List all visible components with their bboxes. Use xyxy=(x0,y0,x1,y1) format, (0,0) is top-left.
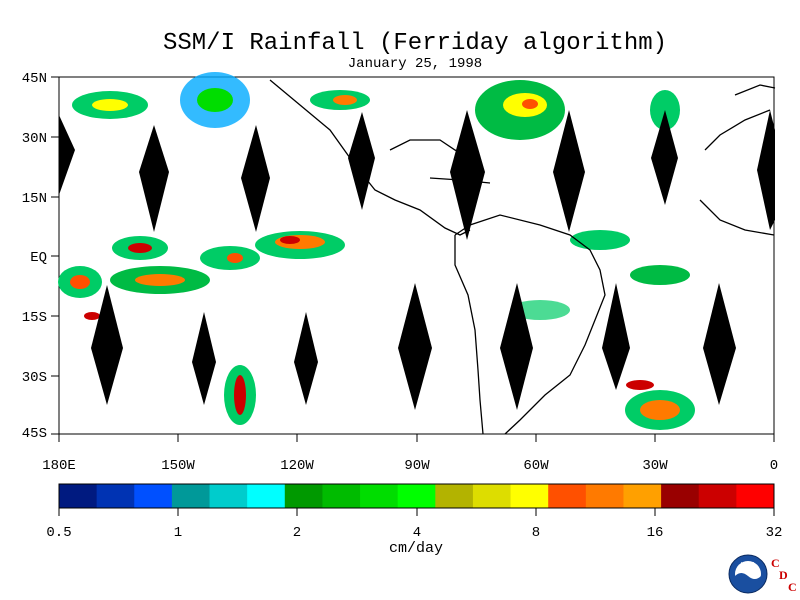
lon-label: 180E xyxy=(42,458,76,474)
cdc-letter: C xyxy=(771,556,780,570)
colorbar-segment xyxy=(548,484,587,508)
map-title: SSM/I Rainfall (Ferriday algorithm) xyxy=(162,30,668,57)
cdc-letter: D xyxy=(779,568,788,582)
lat-label: 15S xyxy=(22,310,47,326)
lat-label: 30S xyxy=(22,370,47,386)
longitude-ticks xyxy=(58,434,775,442)
colorbar-segment xyxy=(247,484,286,508)
lon-label: 90W xyxy=(404,458,430,474)
colorbar-segment xyxy=(59,484,98,508)
colorbar-segment xyxy=(736,484,775,508)
colorbar-tick-label: 1 xyxy=(174,525,182,541)
colorbar-unit: cm/day xyxy=(388,540,443,557)
lat-label: EQ xyxy=(30,250,47,266)
colorbar-segment xyxy=(134,484,173,508)
colorbar-tick-label: 32 xyxy=(766,525,783,541)
colorbar-segment xyxy=(585,484,624,508)
colorbar-tick-label: 4 xyxy=(413,525,421,541)
data-gap-swaths xyxy=(59,110,775,410)
colorbar-segment xyxy=(510,484,549,508)
colorbar-ticks xyxy=(58,508,775,516)
lat-label: 45N xyxy=(22,71,47,87)
lon-label: 0 xyxy=(770,458,778,474)
noaa-logo-icon: NOAA xyxy=(728,554,768,594)
colorbar-tick-label: 0.5 xyxy=(46,525,71,541)
colorbar-segment xyxy=(397,484,436,508)
rainfall-patches xyxy=(58,72,695,430)
lat-label: 45S xyxy=(22,426,47,442)
colorbar-segment xyxy=(209,484,248,508)
lat-label: 15N xyxy=(22,191,47,207)
colorbar-tick-label: 2 xyxy=(293,525,301,541)
colorbar xyxy=(58,483,775,509)
lon-label: 150W xyxy=(161,458,195,474)
lon-label: 30W xyxy=(642,458,668,474)
lon-label: 60W xyxy=(523,458,549,474)
colorbar-segment xyxy=(360,484,399,508)
lat-label: 30N xyxy=(22,131,47,147)
colorbar-segment xyxy=(171,484,211,508)
colorbar-segment xyxy=(698,484,737,508)
colorbar-segment xyxy=(661,484,700,508)
colorbar-tick-label: 8 xyxy=(532,525,540,541)
colorbar-segment xyxy=(623,484,662,508)
colorbar-segment xyxy=(435,484,474,508)
colorbar-segment xyxy=(96,484,135,508)
cdc-letter: C xyxy=(788,580,797,594)
map-subtitle: January 25, 1998 xyxy=(347,56,483,72)
colorbar-segment xyxy=(284,484,323,508)
colorbar-segment xyxy=(322,484,361,508)
colorbar-segment xyxy=(472,484,512,508)
colorbar-tick-label: 16 xyxy=(647,525,664,541)
latitude-ticks xyxy=(51,76,59,435)
lon-label: 120W xyxy=(280,458,314,474)
noaa-logo-text: NOAA xyxy=(741,562,756,568)
